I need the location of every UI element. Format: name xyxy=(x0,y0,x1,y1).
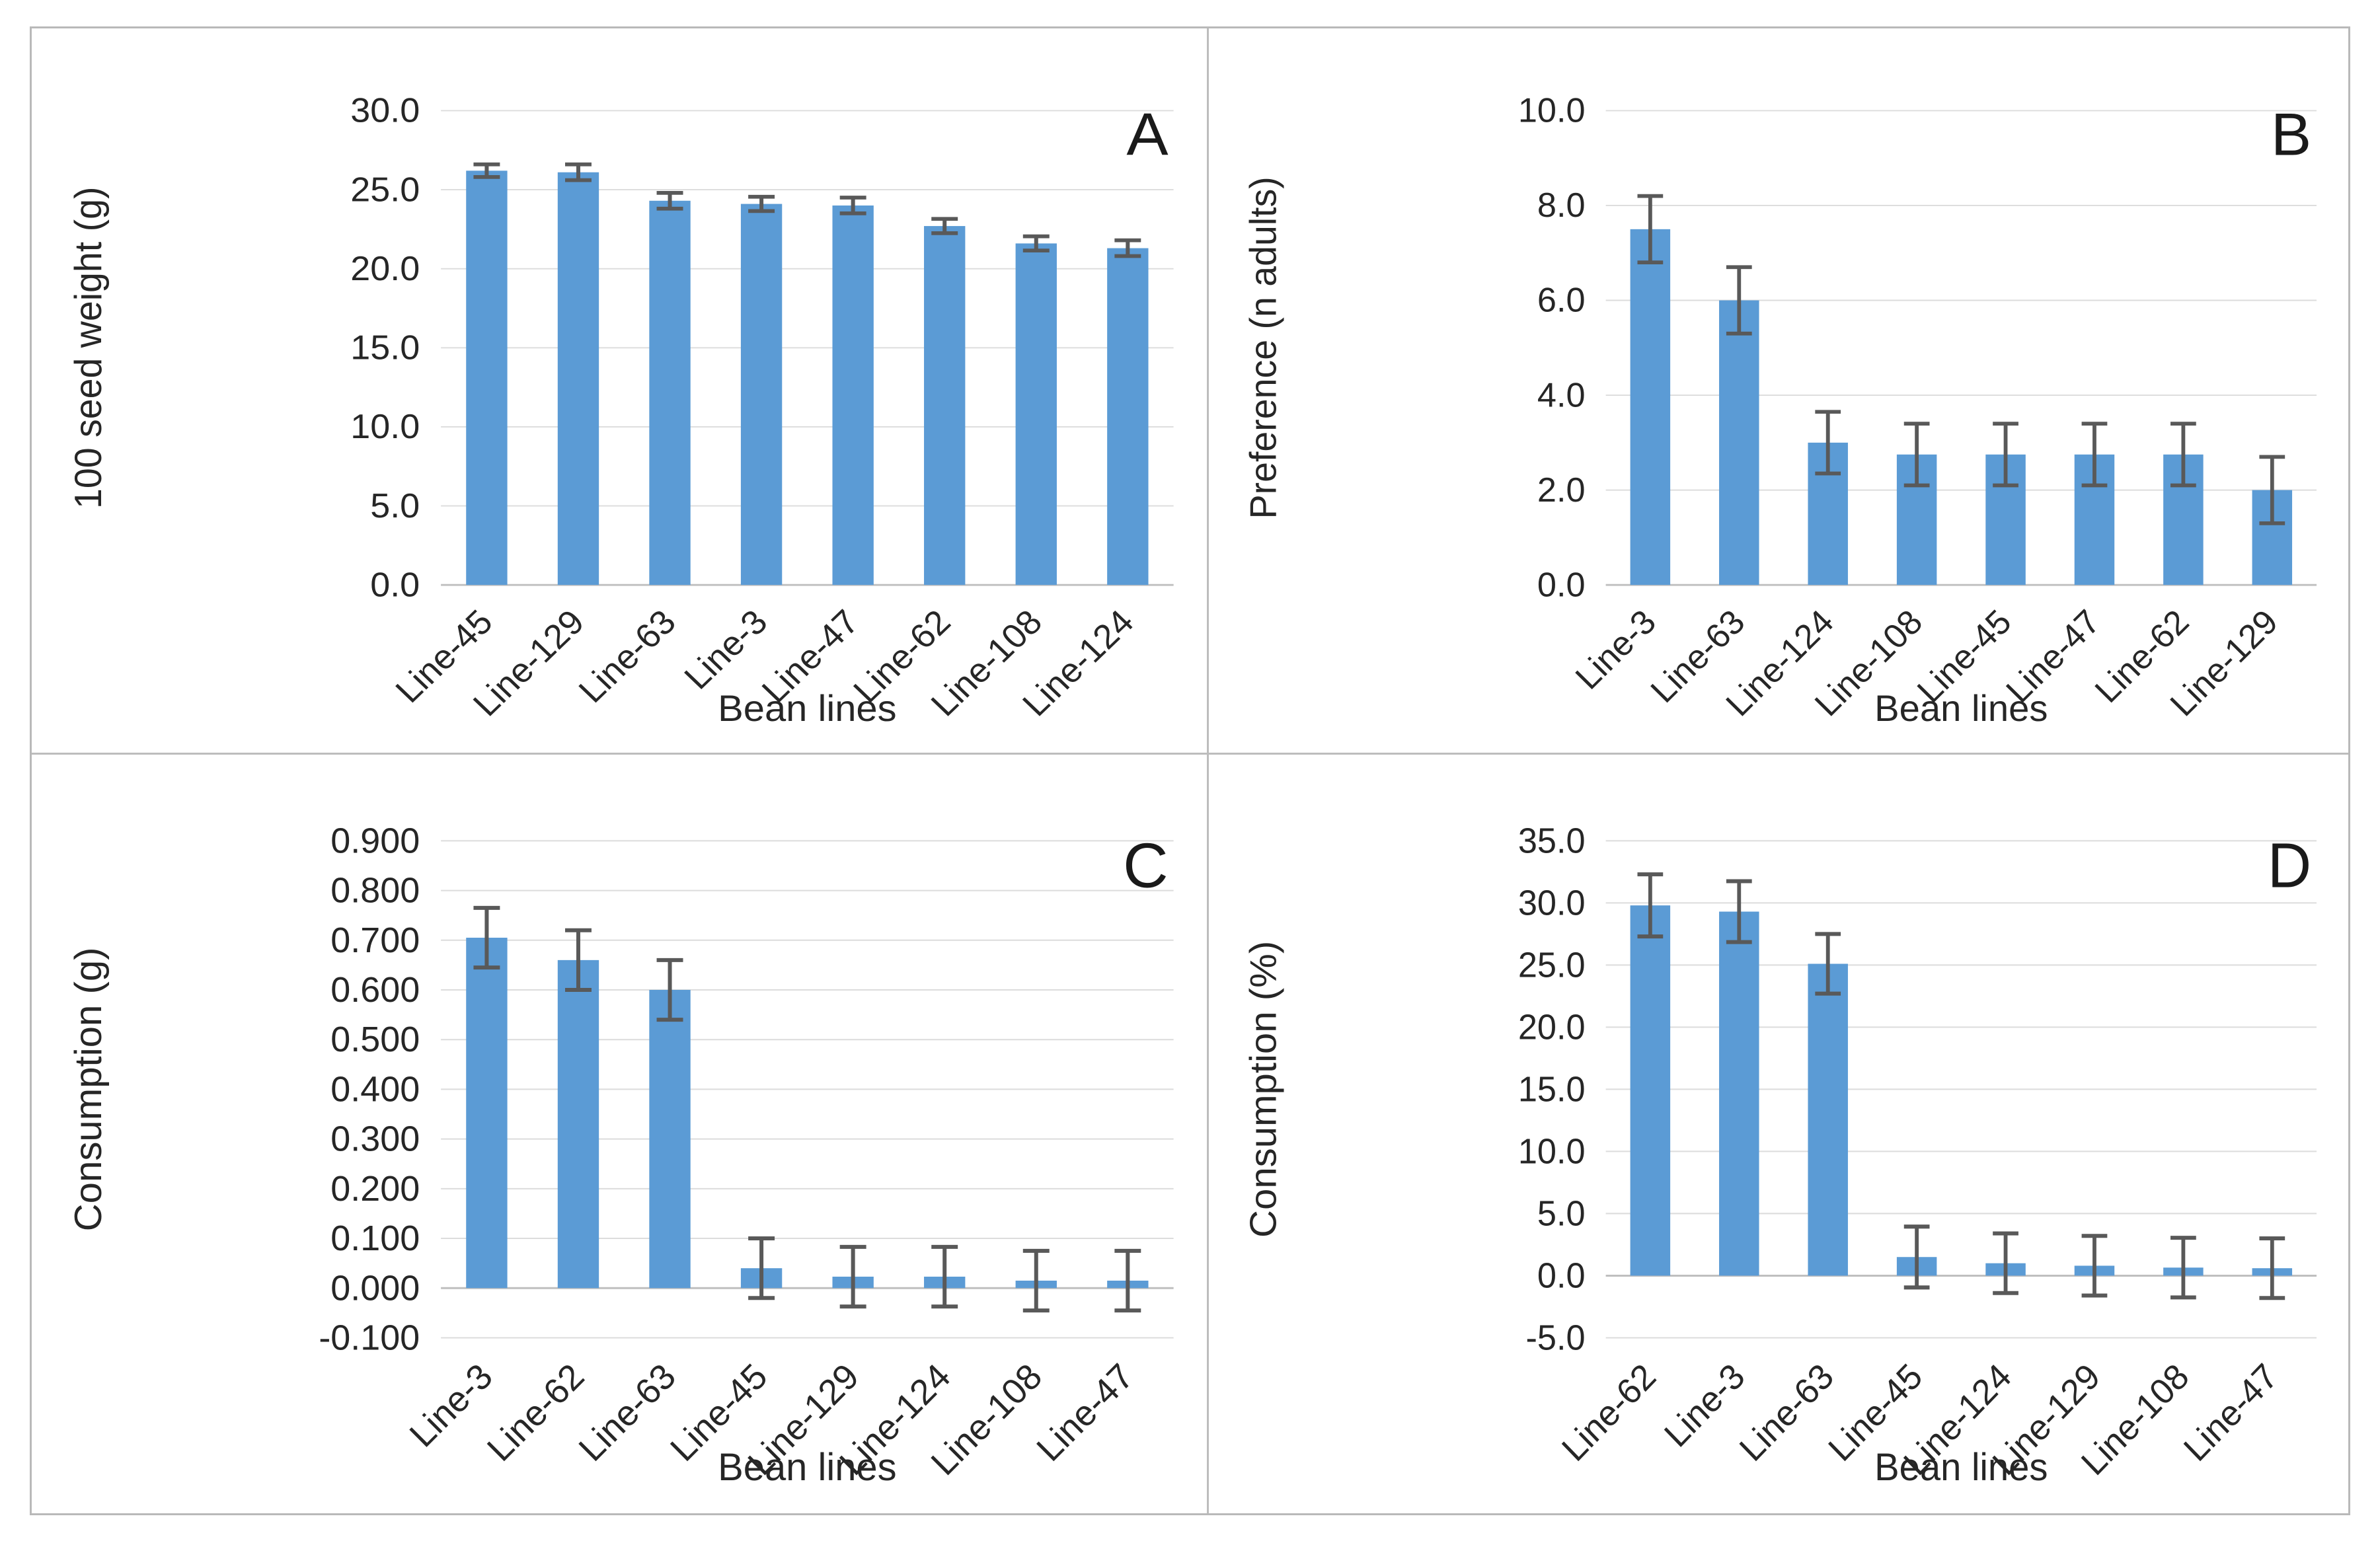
y-tick-label: 4.0 xyxy=(1537,377,1585,415)
y-tick-label: 20.0 xyxy=(1517,1007,1585,1047)
bar xyxy=(1718,911,1759,1276)
panel-letter: B xyxy=(2270,101,2311,168)
panel-d: -5.0 0.0 5.0 10.0 15.0 20.0 25.0 30.0 35.0 Line-6… xyxy=(1208,754,2348,1513)
panel-letter: D xyxy=(2267,830,2311,901)
figure-border: 0.0 5.0 10.0 15.0 20.0 25.0 30.0 Line-45 Line-12… xyxy=(30,26,2350,1515)
y-tick-label: 35.0 xyxy=(1517,821,1585,860)
bar xyxy=(1015,243,1057,585)
x-tick-label: Line-47 xyxy=(1029,1356,1141,1468)
chart-panel-a: 0.05.010.015.020.025.030.0Line-45Line-12… xyxy=(67,92,1174,730)
panel-b: 0.0 2.0 4.0 6.0 8.0 10.0 Line-3 Line-63 Line-124… xyxy=(1208,28,2348,755)
bar xyxy=(1630,905,1670,1276)
bar xyxy=(1718,300,1759,585)
bar xyxy=(924,226,966,585)
x-tick-label: Line-63 xyxy=(1732,1357,1841,1469)
panel-c: -0.100 0.000 0.100 0.200 0.300 0.400 0.500 0.60… xyxy=(32,754,1209,1513)
bar xyxy=(557,960,599,1289)
x-tick-label: Line-62 xyxy=(1555,1357,1663,1469)
y-tick-label: 10.0 xyxy=(1517,1131,1585,1171)
y-tick-label: 5.0 xyxy=(370,487,420,525)
bar xyxy=(557,172,599,585)
y-tick-label: 0.100 xyxy=(330,1219,420,1258)
y-tick-label: 25.0 xyxy=(1517,945,1585,985)
y-tick-label: 25.0 xyxy=(350,170,420,209)
y-tick-label: 0.900 xyxy=(330,821,420,860)
y-tick-label: 0.600 xyxy=(330,970,420,1010)
y-tick-label: 8.0 xyxy=(1537,186,1585,225)
y-tick-label: 0.0 xyxy=(1537,1256,1585,1295)
bar xyxy=(1107,248,1149,585)
bar xyxy=(832,205,874,585)
x-axis-title: Bean lines xyxy=(718,689,896,730)
bar xyxy=(649,989,691,1289)
y-tick-label: 15.0 xyxy=(350,329,420,367)
bar xyxy=(649,200,691,585)
x-tick-label: Line-63 xyxy=(571,603,683,710)
y-tick-label: 10.0 xyxy=(1517,92,1585,130)
y-tick-label: 0.200 xyxy=(330,1169,420,1209)
panel-a: 0.0 5.0 10.0 15.0 20.0 25.0 30.0 Line-45 Line-12… xyxy=(32,28,1209,755)
x-tick-label: Line-62 xyxy=(480,1356,592,1468)
x-axis-title: Bean lines xyxy=(1874,1446,2048,1489)
x-axis-title: Bean lines xyxy=(1874,687,2048,729)
y-tick-label: 2.0 xyxy=(1537,471,1585,509)
y-tick-label: 0.0 xyxy=(1537,566,1585,605)
bar xyxy=(466,170,508,585)
y-tick-label: 0.700 xyxy=(330,921,420,960)
y-tick-label: 0.0 xyxy=(370,566,420,604)
x-axis-title: Bean lines xyxy=(718,1446,896,1489)
chart-panel-b: 0.02.04.06.08.010.0Line-3Line-63Line-124… xyxy=(1242,92,2317,729)
panel-letter: A xyxy=(1126,100,1168,168)
y-tick-label: -0.100 xyxy=(319,1318,420,1357)
bar xyxy=(1630,229,1670,585)
y-tick-label: 5.0 xyxy=(1537,1193,1585,1233)
y-tick-label: 0.800 xyxy=(330,870,420,910)
y-tick-label: 10.0 xyxy=(350,408,420,446)
y-tick-label: 15.0 xyxy=(1517,1069,1585,1109)
panel-letter: C xyxy=(1123,831,1168,901)
chart-panel-d: -5.0 0.0 5.0 10.0 15.0 20.0 25.0 30.0 35.0 Line-6… xyxy=(1243,821,2317,1489)
bar xyxy=(1807,963,1848,1276)
bar xyxy=(466,937,508,1289)
y-tick-label: 30.0 xyxy=(1517,883,1585,922)
y-tick-label: 0.000 xyxy=(330,1268,420,1308)
y-tick-label: -5.0 xyxy=(1525,1318,1585,1357)
y-axis-title: 100 seed weight (g) xyxy=(67,187,110,509)
y-tick-label: 0.400 xyxy=(330,1069,420,1109)
y-tick-label: 20.0 xyxy=(350,250,420,288)
chart-panel-c: -0.100 0.000 0.100 0.200 0.300 0.400 0.500 0.60… xyxy=(67,821,1174,1489)
x-tick-label: Line-63 xyxy=(571,1356,683,1468)
x-tick-label: Line-47 xyxy=(2176,1357,2285,1469)
y-axis-title: Preference (n adults) xyxy=(1242,176,1284,519)
y-axis-title: Consumption (g) xyxy=(67,947,110,1231)
y-tick-label: 0.300 xyxy=(330,1119,420,1158)
y-tick-label: 6.0 xyxy=(1537,282,1585,320)
y-tick-label: 0.500 xyxy=(330,1020,420,1059)
y-axis-title: Consumption (%) xyxy=(1243,941,1284,1238)
bar xyxy=(740,204,783,585)
y-tick-label: 30.0 xyxy=(350,92,420,130)
